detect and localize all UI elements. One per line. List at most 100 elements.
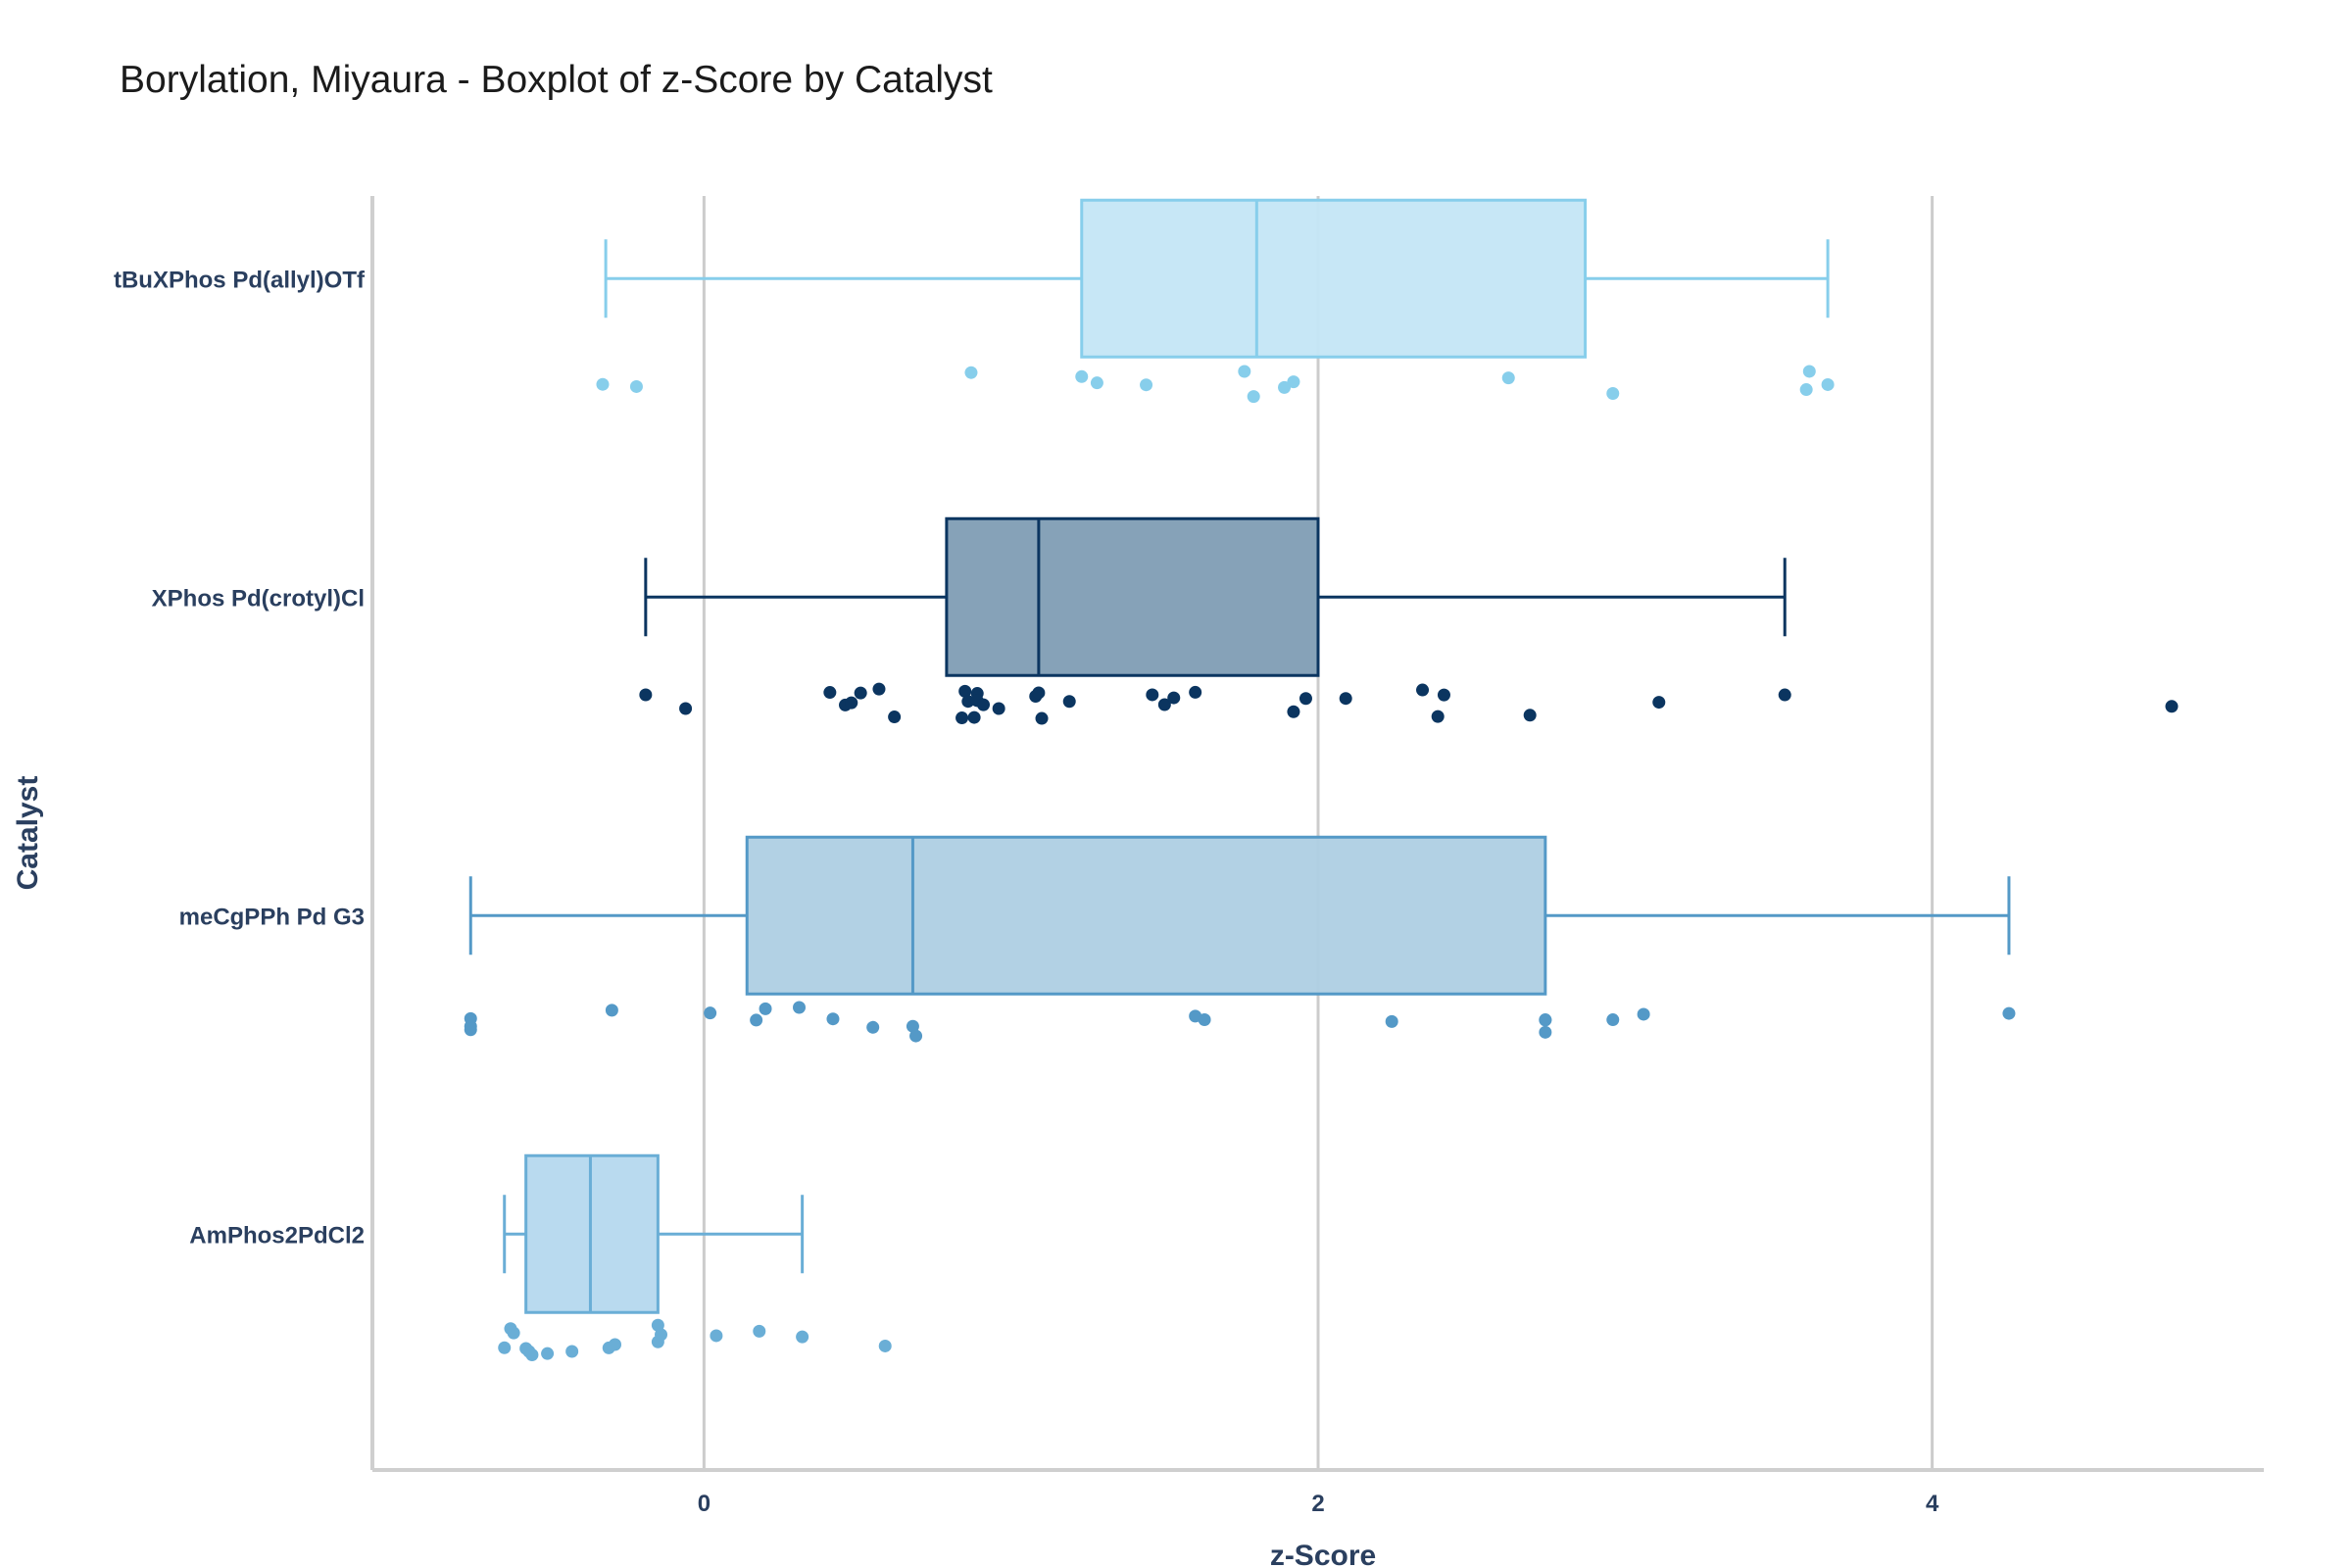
x-tick-label: 0: [698, 1491, 710, 1517]
data-point: [1799, 383, 1813, 397]
data-point: [1035, 711, 1049, 725]
data-point: [823, 686, 837, 700]
data-point: [793, 1001, 807, 1014]
boxes: [468, 198, 2011, 1314]
data-point: [956, 711, 969, 725]
y-tick-label: AmPhos2PdCl2: [189, 1222, 365, 1249]
data-point: [1189, 685, 1202, 699]
data-point: [976, 698, 990, 711]
data-point: [1437, 688, 1450, 702]
points-2: [464, 1001, 2016, 1043]
iqr-box: [745, 835, 1547, 996]
data-point: [909, 1029, 923, 1043]
iqr-box: [945, 516, 1320, 677]
data-point: [704, 1006, 717, 1020]
y-tick-labels: tBuXPhos Pd(allyl)OTf XPhos Pd(crotyl)Cl m…: [114, 267, 366, 1249]
data-point: [498, 1341, 512, 1354]
box-2: [468, 835, 2011, 996]
data-point: [1090, 376, 1103, 390]
data-point: [605, 1004, 618, 1017]
data-point: [1539, 1013, 1552, 1027]
data-point: [507, 1326, 520, 1340]
data-point: [866, 1020, 880, 1034]
data-point: [888, 710, 902, 724]
data-point: [596, 377, 610, 391]
data-point: [845, 696, 858, 710]
points-0: [596, 365, 1835, 404]
y-axis-title: Catalyst: [12, 776, 44, 891]
data-point: [541, 1347, 555, 1360]
data-point: [964, 366, 978, 379]
x-axis-title: z-Score: [1270, 1540, 1376, 1568]
data-point: [1146, 688, 1159, 702]
data-point: [2002, 1006, 2016, 1020]
iqr-box: [524, 1153, 660, 1314]
data-point: [1523, 709, 1537, 722]
y-tick-label: tBuXPhos Pd(allyl)OTf: [114, 267, 366, 293]
data-point: [1416, 683, 1430, 697]
data-point: [1238, 365, 1251, 378]
data-point: [1652, 696, 1666, 710]
data-point: [1637, 1007, 1650, 1021]
data-point: [565, 1345, 579, 1358]
data-point: [854, 686, 867, 700]
data-point: [1539, 1025, 1552, 1039]
data-point: [961, 695, 975, 709]
data-point: [2165, 700, 2179, 713]
data-point: [1287, 375, 1300, 389]
points: [464, 365, 2179, 1361]
x-tick-labels: 0 2 4: [698, 1491, 1939, 1517]
gridlines: [702, 196, 1935, 1470]
data-point: [1157, 698, 1171, 711]
data-point: [1062, 695, 1076, 709]
data-point: [1802, 365, 1816, 378]
y-tick-label: XPhos Pd(crotyl)Cl: [152, 585, 365, 612]
data-point: [1278, 380, 1292, 394]
x-tick-label: 2: [1311, 1491, 1324, 1517]
data-point: [878, 1339, 892, 1352]
data-point: [1287, 705, 1300, 718]
iqr-box: [1080, 198, 1588, 359]
data-point: [1431, 710, 1445, 723]
data-point: [1339, 692, 1352, 706]
data-point: [759, 1002, 772, 1015]
data-point: [1167, 691, 1181, 705]
data-point: [679, 702, 693, 715]
data-point: [1778, 688, 1791, 702]
points-3: [498, 1318, 892, 1361]
data-point: [750, 1013, 763, 1027]
data-point: [826, 1012, 840, 1026]
data-point: [906, 1019, 919, 1033]
data-point: [1140, 378, 1153, 392]
data-point: [1247, 390, 1260, 404]
data-point: [1198, 1013, 1211, 1027]
data-point: [958, 684, 972, 698]
data-point: [609, 1338, 622, 1351]
chart-title: Borylation, Miyaura - Boxplot of z-Score…: [120, 59, 993, 101]
data-point: [796, 1330, 809, 1344]
data-point: [655, 1328, 668, 1342]
data-point: [1298, 692, 1312, 706]
data-point: [639, 688, 653, 702]
box-1: [644, 516, 1787, 677]
data-point: [710, 1329, 723, 1343]
y-tick-label: meCgPPh Pd G3: [179, 904, 365, 930]
data-point: [1606, 387, 1620, 401]
data-point: [992, 702, 1005, 715]
box-3: [503, 1153, 805, 1314]
data-point: [1501, 371, 1515, 385]
data-point: [525, 1348, 539, 1361]
data-point: [1606, 1013, 1620, 1027]
data-point: [967, 710, 981, 724]
data-point: [872, 682, 886, 696]
data-point: [464, 1019, 477, 1033]
data-point: [1075, 369, 1089, 383]
box-0: [604, 198, 1830, 359]
data-point: [629, 379, 643, 393]
data-point: [1032, 686, 1046, 700]
data-point: [1385, 1014, 1398, 1028]
data-point: [1821, 377, 1835, 391]
x-tick-label: 4: [1926, 1491, 1939, 1517]
data-point: [753, 1324, 766, 1338]
